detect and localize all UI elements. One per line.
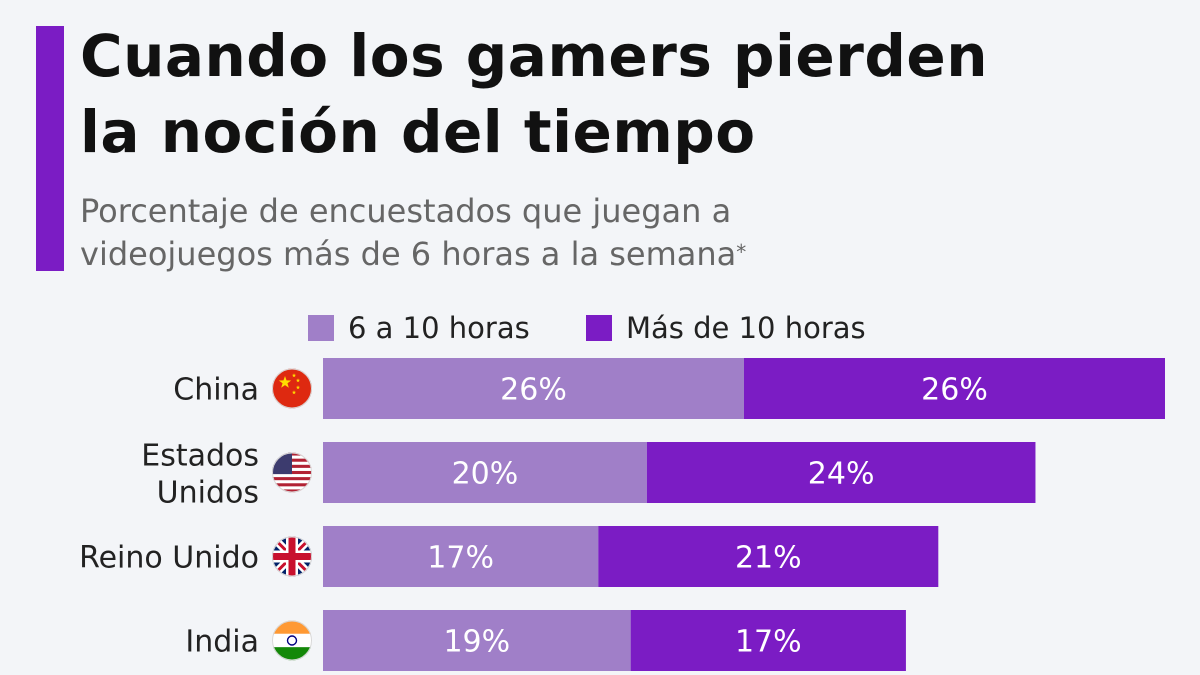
legend-swatch-dark [586, 315, 612, 341]
chart-subtitle-line-2: videojuegos más de 6 horas a la semana [80, 235, 737, 273]
category-label-reino-unido: Reino Unido [79, 541, 259, 576]
bar-reino-unido-mas-de-10-horas [598, 526, 939, 587]
value-label-estados-unidos-6-a-10-horas: 20% [452, 457, 519, 492]
value-label-china-6-a-10-horas: 26% [500, 373, 567, 408]
value-label-reino-unido-mas-de-10-horas: 21% [735, 541, 802, 576]
bar-estados-unidos-mas-de-10-horas [646, 442, 1036, 503]
legend-label-mas-de-10-horas: Más de 10 horas [626, 311, 866, 345]
usa-flag-icon [272, 452, 312, 493]
accent-bar [36, 26, 64, 271]
bar-india-6-a-10-horas [323, 610, 631, 671]
bar-estados-unidos-6-a-10-horas [323, 442, 647, 503]
legend-item-mas-de-10-horas: Más de 10 horas [586, 308, 866, 348]
chart-title-line-2: la noción del tiempo [80, 98, 756, 166]
value-label-china-mas-de-10-horas: 26% [921, 373, 988, 408]
chart-title: Cuando los gamers pierden la noción del … [80, 18, 1180, 170]
china-flag-icon [272, 368, 312, 409]
bar-reino-unido-6-a-10-horas [323, 526, 599, 587]
bar-china-mas-de-10-horas [744, 358, 1165, 419]
chart-title-line-1: Cuando los gamers pierden [80, 22, 989, 90]
value-label-reino-unido-6-a-10-horas: 17% [427, 541, 494, 576]
category-label-china: China [173, 373, 259, 408]
india-flag-icon [272, 620, 312, 661]
legend-label-6-a-10-horas: 6 a 10 horas [348, 311, 530, 345]
legend-item-6-a-10-horas: 6 a 10 horas [308, 308, 530, 348]
chart-subtitle: Porcentaje de encuestados que juegan a v… [80, 190, 1080, 276]
bar-india-mas-de-10-horas [630, 610, 906, 671]
chart-legend: 6 a 10 horas Más de 10 horas [0, 308, 1200, 348]
value-label-india-mas-de-10-horas: 17% [735, 625, 802, 660]
footnote-mark: * [736, 240, 747, 264]
bar-china-6-a-10-horas [323, 358, 744, 419]
category-label-india: India [185, 625, 259, 660]
value-label-india-6-a-10-horas: 19% [443, 625, 510, 660]
legend-swatch-light [308, 315, 334, 341]
value-label-estados-unidos-mas-de-10-horas: 24% [808, 457, 875, 492]
chart-subtitle-line-1: Porcentaje de encuestados que juegan a [80, 192, 732, 230]
category-label-estados-unidos: Estados Unidos [141, 439, 259, 511]
uk-flag-icon [272, 536, 312, 577]
